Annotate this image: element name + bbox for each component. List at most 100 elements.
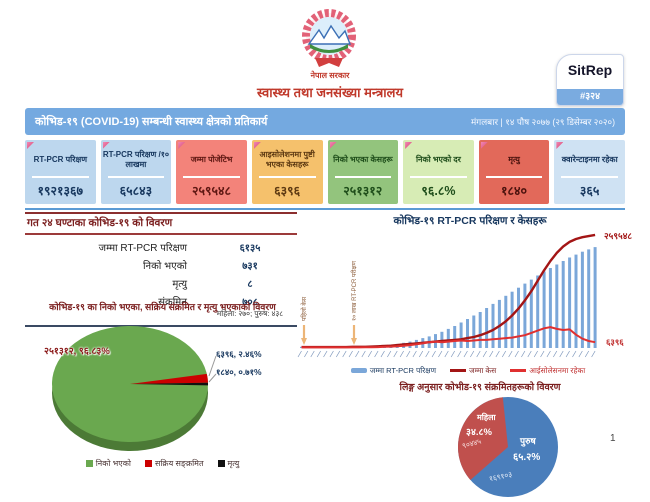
x-axis-tick bbox=[527, 350, 532, 358]
stat-card-value: २५९५४८ bbox=[192, 184, 232, 198]
last-24h-title: गत २४ घण्टाका कोभिड-१९ को विवरण bbox=[25, 214, 297, 235]
x-axis-tick bbox=[374, 350, 379, 358]
stat-card-divider bbox=[107, 176, 165, 178]
legend-swatch bbox=[510, 369, 527, 372]
stat-card: RT-PCR परिक्षण /१० लाखमा ६५८४३ bbox=[100, 140, 172, 204]
row-value: ८ bbox=[247, 279, 253, 290]
legend-swatch bbox=[85, 460, 93, 467]
ministry-title: स्वास्थ्य तथा जनसंख्या मन्त्रालय bbox=[257, 85, 403, 100]
recovery-pie-title: कोभिड-१९ का निको भएका, सक्रिय संक्रमित र… bbox=[49, 302, 276, 312]
stat-card: निको भएको दर ९६.८% bbox=[403, 140, 474, 204]
stat-card-label: क्वारेन्टाइनमा रहेका bbox=[561, 154, 618, 164]
x-axis-tick bbox=[508, 350, 513, 358]
leader-line-active bbox=[208, 355, 217, 377]
x-axis-tick bbox=[444, 350, 449, 358]
recovered-slice-label: २५१३१२, ९६.८३% bbox=[44, 346, 110, 357]
test-bar bbox=[453, 326, 457, 348]
active-slice-label: ६३९६, २.४६% bbox=[216, 349, 262, 359]
x-axis-tick bbox=[361, 350, 366, 358]
stat-card-label: मृत्यु bbox=[508, 154, 520, 164]
row-label: मृत्यु bbox=[172, 279, 187, 290]
x-axis-tick bbox=[399, 350, 404, 358]
x-axis-tick bbox=[476, 350, 481, 358]
chart-annotation: पहिलो केस bbox=[300, 296, 308, 321]
stat-cards-row: RT-PCR परिक्षण १९२१३६७ RT-PCR परिक्षण /१० … bbox=[25, 140, 625, 204]
x-axis-tick bbox=[393, 350, 398, 358]
x-axis-tick bbox=[450, 350, 455, 358]
x-axis-tick bbox=[470, 350, 475, 358]
stat-card: आइसोलेशनमा पुष्टी भएका केसहरू ६३९६ bbox=[251, 140, 323, 204]
row-label: जम्मा RT-PCR परिक्षण bbox=[98, 243, 187, 254]
last-24h-row: मृत्यु ८ bbox=[25, 274, 297, 292]
row-value: ७३१ bbox=[242, 261, 258, 272]
x-axis-tick bbox=[412, 350, 417, 358]
x-axis-tick bbox=[355, 350, 360, 358]
test-bar bbox=[497, 299, 501, 348]
test-bar bbox=[491, 303, 495, 348]
isolation-line bbox=[301, 326, 596, 349]
legend-label: मृत्यु bbox=[227, 459, 240, 468]
x-axis-tick bbox=[565, 350, 570, 358]
legend-label: जम्मा RT-PCR परिक्षण bbox=[369, 366, 437, 375]
stat-card-divider bbox=[334, 176, 392, 178]
sitrep-badge: SitRep #३२४ bbox=[556, 54, 624, 106]
active-slice bbox=[130, 373, 208, 384]
sitrep-label: SitRep bbox=[567, 62, 613, 78]
row-value: ६१३५ bbox=[239, 243, 261, 254]
gender-pie-chart bbox=[457, 397, 558, 497]
test-bar bbox=[574, 254, 578, 348]
stat-card-label: निको भएका केसहरू bbox=[333, 154, 393, 164]
last-24h-table: गत २४ घण्टाका कोभिड-१९ को विवरण जम्मा RT… bbox=[25, 212, 297, 327]
legend-item: जम्मा RT-PCR परिक्षण bbox=[350, 366, 437, 376]
x-axis-tick bbox=[316, 350, 321, 358]
stat-card-label: RT-PCR परिक्षण /१० लाखमा bbox=[102, 149, 170, 169]
x-axis-tick bbox=[323, 350, 328, 358]
test-bar bbox=[561, 261, 565, 348]
test-bar bbox=[568, 257, 572, 348]
deaths-slice bbox=[130, 382, 209, 386]
test-bar bbox=[472, 315, 476, 348]
test-bar bbox=[587, 249, 591, 348]
test-bar bbox=[459, 322, 463, 348]
stat-card-label: RT-PCR परिक्षण bbox=[33, 154, 88, 164]
sitrep-number: #३२४ bbox=[557, 89, 623, 105]
stat-card-divider bbox=[183, 176, 240, 178]
stat-card-value: २५१३१२ bbox=[343, 184, 383, 198]
stat-card-label: जम्मा पोजेटिभ bbox=[190, 154, 233, 164]
test-bar bbox=[478, 312, 482, 348]
x-axis-tick bbox=[533, 350, 538, 358]
x-axis-tick bbox=[501, 350, 507, 358]
total-cases-end-label: २५९५४८ bbox=[604, 231, 632, 241]
x-axis-tick bbox=[310, 350, 315, 358]
report-date: मंगलबार | १४ पौष २०७७ (२९ डिसेम्बर २०२०) bbox=[471, 116, 615, 127]
test-bar bbox=[517, 287, 520, 348]
stat-card-value: ९६.८% bbox=[421, 184, 456, 198]
test-bar bbox=[593, 247, 597, 348]
x-axis-tick bbox=[463, 350, 468, 358]
stat-card: निको भएका केसहरू २५१३१२ bbox=[327, 140, 399, 204]
pin-icon bbox=[178, 142, 186, 149]
legend-label: आईसोलेसनमा रहेका bbox=[529, 366, 586, 375]
tests-cases-chart: २५९५४८ ६३९६ पहिलो केस १० लाख RT-PCR परीक्षण bbox=[297, 231, 632, 358]
stat-card-divider bbox=[410, 176, 467, 178]
last-24h-row: निको भएको ७३१ bbox=[25, 256, 297, 274]
last-24h-row: संक्रमित ७०८ महिला: २७०; पुरुष: ४३८ bbox=[25, 292, 297, 321]
row-label: संक्रमित bbox=[158, 297, 187, 308]
male-label: पुरुष bbox=[520, 436, 536, 446]
last-24h-rows: जम्मा RT-PCR परिक्षण ६१३५ निको भएको ७३१ मृत्… bbox=[25, 235, 297, 327]
stat-card-divider bbox=[32, 176, 89, 178]
legend-item: जम्मा केस bbox=[450, 366, 496, 376]
x-axis-tick bbox=[348, 350, 353, 358]
test-bar bbox=[555, 264, 559, 348]
legend-swatch bbox=[350, 368, 367, 373]
x-axis-tick bbox=[482, 350, 487, 358]
legend-item: निको भएको bbox=[85, 458, 131, 469]
test-bar bbox=[529, 279, 533, 348]
x-axis-tick bbox=[514, 350, 519, 358]
female-percent: ३४.८% bbox=[466, 427, 492, 438]
deaths-slice-label: १८४०, ०.७१% bbox=[216, 367, 262, 377]
test-bar bbox=[548, 268, 552, 348]
tests-chart-legend: जम्मा RT-PCR परिक्षण जम्मा केस आईसोलेसनमा … bbox=[296, 366, 640, 376]
page-number: 1 bbox=[610, 433, 616, 444]
test-bar bbox=[485, 308, 489, 348]
